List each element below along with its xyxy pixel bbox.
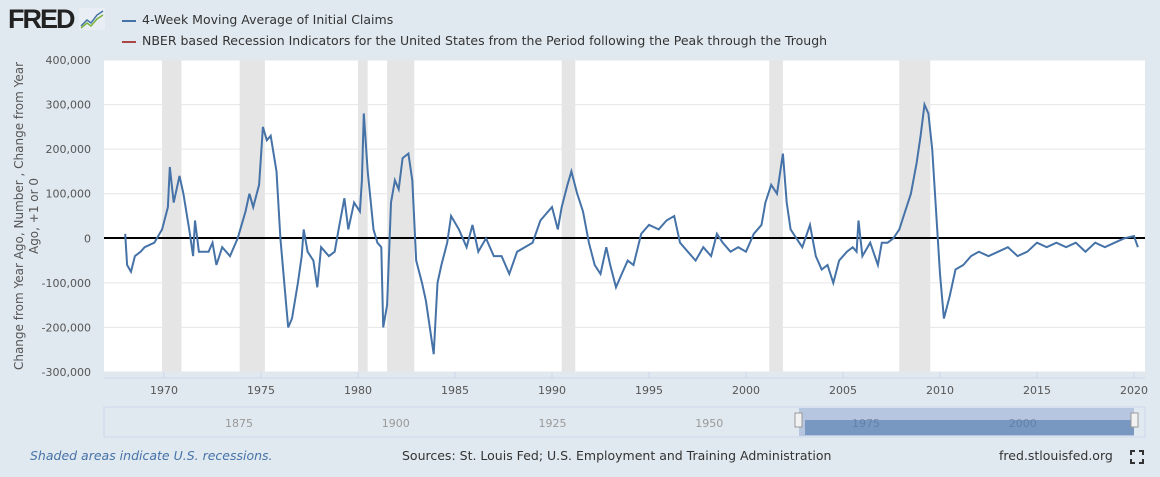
recession-band (561, 60, 576, 372)
x-tick-label: 1985 (441, 384, 469, 397)
chart: 400,000 300,000 200,000 100,000 0 -100,000 -20… (12, 54, 1148, 438)
navigator-tick-label: 1950 (695, 417, 723, 430)
x-tick-label: 2000 (732, 384, 760, 397)
x-tick-label: 1970 (150, 384, 178, 397)
x-tick-label: 2005 (829, 384, 857, 397)
x-tick-label: 1995 (635, 384, 663, 397)
chart-line-icon (79, 8, 106, 30)
recession-band (162, 60, 182, 372)
y-tick-label: -200,000 (42, 321, 91, 334)
legend-item-recession[interactable]: NBER based Recession Indicators for the … (122, 30, 827, 51)
y-axis-label: Change from Year Ago, Number , Change fr… (12, 62, 41, 370)
x-tick-label: 2020 (1120, 384, 1148, 397)
y-tick-label: 200,000 (46, 143, 92, 156)
navigator-handle-right[interactable] (1130, 412, 1139, 428)
x-tick-label: 1990 (538, 384, 566, 397)
site-link[interactable]: fred.stlouisfed.org (999, 448, 1113, 463)
legend: 4-Week Moving Average of Initial Claims … (122, 9, 827, 51)
x-tick-label: 2015 (1023, 384, 1051, 397)
series-line (124, 100, 1139, 355)
y-tick-label: 100,000 (46, 188, 92, 201)
recession-band (387, 60, 415, 372)
legend-swatch (122, 19, 136, 22)
sources: Sources: St. Louis Fed; U.S. Employment … (402, 448, 832, 463)
y-tick-label: 0 (84, 232, 91, 245)
x-tick-label: 1975 (247, 384, 275, 397)
legend-item-claims[interactable]: 4-Week Moving Average of Initial Claims (122, 9, 827, 30)
recession-band (358, 60, 368, 372)
plot-area (104, 60, 1145, 372)
navigator-handle-left[interactable] (794, 412, 803, 428)
navigator-tick-label: 1900 (382, 417, 410, 430)
y-tick-label: -300,000 (42, 366, 91, 379)
recession-note[interactable]: Shaded areas indicate U.S. recessions. (30, 448, 273, 463)
x-tick-label: 1980 (344, 384, 372, 397)
fullscreen-icon[interactable] (1130, 450, 1144, 464)
fred-logo[interactable]: FRED (8, 4, 106, 35)
navigator-series (805, 420, 1134, 435)
x-tick-label: 2010 (926, 384, 954, 397)
navigator-tick-label: 1875 (225, 417, 253, 430)
y-tick-label: -100,000 (42, 277, 91, 290)
y-tick-label: 400,000 (46, 54, 92, 67)
recession-band (769, 60, 783, 372)
y-tick-label: 300,000 (46, 99, 92, 112)
navigator-tick-label: 1925 (539, 417, 567, 430)
legend-swatch (122, 40, 136, 43)
navigator[interactable]: 187519001925195019752000 (103, 406, 1146, 438)
